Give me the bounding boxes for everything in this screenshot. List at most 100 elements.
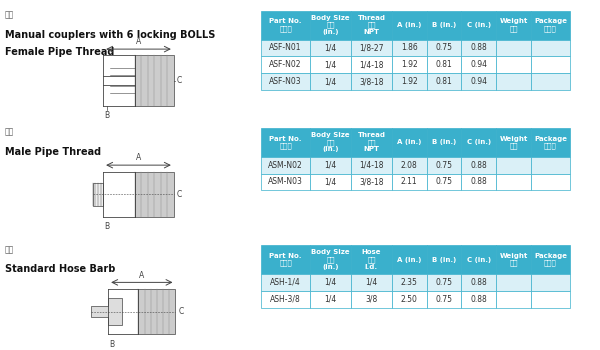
Text: Thread
螺纹
NPT: Thread 螺纹 NPT: [358, 15, 385, 35]
Text: 0.88: 0.88: [470, 177, 487, 187]
Text: 0.88: 0.88: [470, 278, 487, 287]
Bar: [496, 40, 531, 56]
Bar: [261, 174, 310, 190]
Text: Body Size
规格
(in.): Body Size 规格 (in.): [311, 132, 350, 152]
Text: 1/4: 1/4: [325, 295, 337, 304]
Bar: [496, 245, 531, 274]
Bar: [461, 274, 496, 291]
Bar: [427, 56, 461, 73]
Text: 1/4: 1/4: [325, 177, 337, 187]
Text: C (in.): C (in.): [467, 22, 491, 28]
Text: B: B: [104, 111, 109, 120]
Bar: [351, 157, 392, 174]
Bar: [427, 157, 461, 174]
Bar: [461, 128, 496, 157]
Text: B (in.): B (in.): [432, 139, 456, 145]
Text: Body Size
规格
(in.): Body Size 规格 (in.): [311, 250, 350, 270]
Bar: [135, 172, 174, 217]
Text: ASH-1/4: ASH-1/4: [270, 278, 301, 287]
Bar: [427, 174, 461, 190]
Bar: [310, 174, 351, 190]
Bar: [392, 157, 427, 174]
Bar: [531, 274, 570, 291]
Bar: [496, 274, 531, 291]
Text: 0.75: 0.75: [436, 161, 452, 170]
Bar: [351, 245, 392, 274]
Bar: [461, 40, 496, 56]
Text: 1/4-18: 1/4-18: [359, 60, 383, 69]
Bar: [261, 128, 310, 157]
Text: ASM-N03: ASM-N03: [268, 177, 303, 187]
Bar: [261, 245, 310, 274]
Bar: [496, 73, 531, 90]
Bar: [531, 245, 570, 274]
Bar: [392, 56, 427, 73]
Text: B: B: [104, 223, 109, 231]
Bar: [392, 40, 427, 56]
Text: 0.94: 0.94: [470, 60, 487, 69]
Bar: [531, 10, 570, 40]
Bar: [351, 274, 392, 291]
Bar: [531, 128, 570, 157]
Bar: [496, 157, 531, 174]
Text: 1.86: 1.86: [401, 43, 418, 52]
Text: Part No.
订货号: Part No. 订货号: [269, 253, 302, 266]
Bar: [92, 183, 103, 206]
Text: 1.92: 1.92: [401, 60, 418, 69]
Bar: [310, 245, 351, 274]
Text: Part No.
订货号: Part No. 订货号: [269, 135, 302, 149]
Text: 3/8: 3/8: [365, 295, 377, 304]
Text: B (in.): B (in.): [432, 257, 456, 262]
Bar: [310, 40, 351, 56]
Bar: [351, 73, 392, 90]
Bar: [461, 245, 496, 274]
Text: Package
盒装量: Package 盒装量: [534, 135, 567, 149]
Text: 2.35: 2.35: [401, 278, 418, 287]
Text: 1/4: 1/4: [325, 278, 337, 287]
Text: C (in.): C (in.): [467, 257, 491, 262]
Bar: [496, 10, 531, 40]
Bar: [392, 291, 427, 308]
Bar: [461, 56, 496, 73]
Bar: [461, 157, 496, 174]
Text: 1/4-18: 1/4-18: [359, 161, 383, 170]
Bar: [261, 40, 310, 56]
Bar: [392, 274, 427, 291]
Text: 1/4: 1/4: [325, 43, 337, 52]
Text: ASF-N03: ASF-N03: [269, 77, 302, 86]
Bar: [531, 40, 570, 56]
Bar: [261, 274, 310, 291]
Bar: [261, 291, 310, 308]
Bar: [427, 245, 461, 274]
Bar: [351, 291, 392, 308]
Text: C: C: [177, 190, 182, 199]
Bar: [461, 73, 496, 90]
Bar: [310, 274, 351, 291]
Text: 3/8-18: 3/8-18: [359, 177, 383, 187]
Bar: [427, 73, 461, 90]
Bar: [139, 289, 175, 334]
Text: 0.94: 0.94: [470, 77, 487, 86]
Text: A (in.): A (in.): [397, 22, 421, 28]
Text: A: A: [136, 37, 141, 46]
Text: Male Pipe Thread: Male Pipe Thread: [5, 147, 101, 157]
Text: ASF-N01: ASF-N01: [269, 43, 302, 52]
Text: A (in.): A (in.): [397, 257, 421, 262]
Text: 0.75: 0.75: [436, 43, 452, 52]
Bar: [427, 128, 461, 157]
Text: Package
盒装量: Package 盒装量: [534, 253, 567, 266]
Bar: [531, 291, 570, 308]
Text: B (in.): B (in.): [432, 22, 456, 28]
Text: 2.11: 2.11: [401, 177, 418, 187]
Text: 0.88: 0.88: [470, 161, 487, 170]
Bar: [461, 291, 496, 308]
Text: A: A: [139, 271, 145, 280]
Bar: [310, 291, 351, 308]
Text: 1/4: 1/4: [325, 60, 337, 69]
Text: 0.75: 0.75: [436, 278, 452, 287]
Bar: [310, 10, 351, 40]
Bar: [531, 73, 570, 90]
Text: 0.75: 0.75: [436, 295, 452, 304]
Bar: [392, 174, 427, 190]
Text: Female Pipe Thread: Female Pipe Thread: [5, 47, 114, 57]
